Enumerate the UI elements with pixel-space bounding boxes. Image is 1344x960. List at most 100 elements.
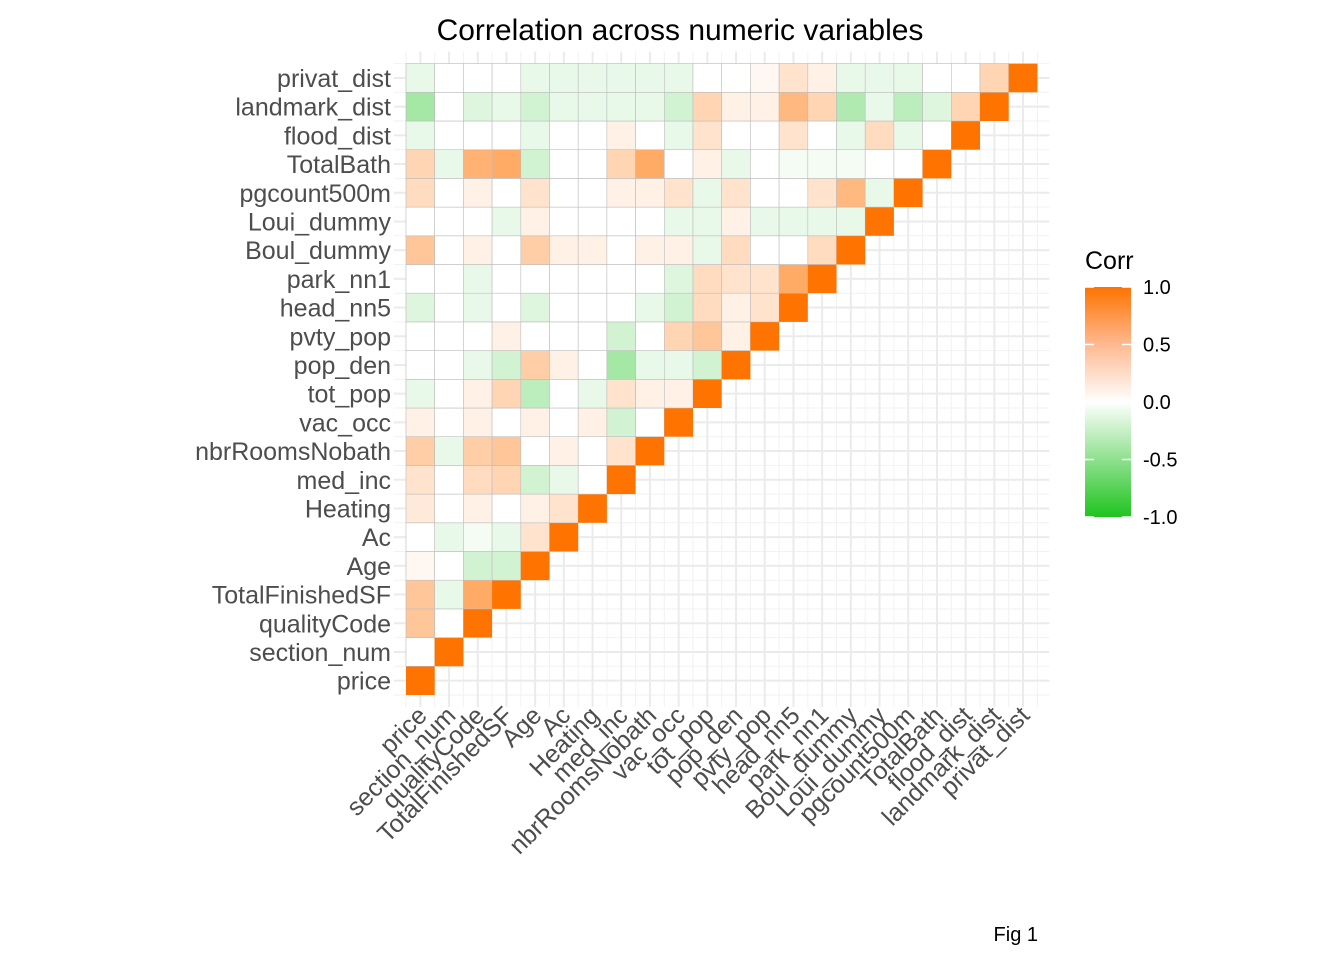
heatmap-tile xyxy=(577,321,608,351)
heatmap-tile xyxy=(721,264,751,294)
heatmap-tile xyxy=(463,63,493,93)
heatmap-tile xyxy=(692,120,723,151)
heatmap-tile xyxy=(577,120,608,151)
y-tick-label: med_inc xyxy=(297,467,392,495)
heatmap-tile xyxy=(434,292,464,323)
heatmap-tile xyxy=(405,120,436,151)
legend-tick-label: 1.0 xyxy=(1143,277,1171,299)
heatmap-tile xyxy=(807,149,837,179)
heatmap-tile xyxy=(635,178,665,208)
heatmap-tile xyxy=(463,292,493,323)
heatmap-tile xyxy=(577,178,608,208)
heatmap-tile xyxy=(664,408,693,437)
legend-tick-label: 0.0 xyxy=(1143,392,1171,414)
heatmap-tile xyxy=(606,92,636,122)
heatmap-tile xyxy=(520,350,550,380)
heatmap-tile xyxy=(549,321,579,351)
heatmap-tile xyxy=(950,63,981,93)
heatmap-tile xyxy=(492,580,521,609)
heatmap-tile xyxy=(463,551,493,581)
heatmap-tile xyxy=(549,522,579,552)
heatmap-tile xyxy=(463,321,493,351)
heatmap-tile xyxy=(520,92,550,122)
heatmap-tile xyxy=(663,206,694,237)
heatmap-tile xyxy=(951,121,980,150)
heatmap-tile xyxy=(491,465,522,495)
heatmap-tile xyxy=(778,120,809,151)
heatmap-tile xyxy=(836,63,866,93)
heatmap-tile xyxy=(520,551,550,581)
heatmap-tile xyxy=(807,120,837,151)
y-tick-label: vac_occ xyxy=(299,409,391,437)
heatmap-tile xyxy=(750,92,780,122)
heatmap-tile xyxy=(606,407,636,438)
y-tick-label: park_nn1 xyxy=(287,266,391,294)
heatmap-tile xyxy=(778,92,809,122)
heatmap-tile xyxy=(721,63,751,93)
heatmap-tile xyxy=(836,235,866,265)
heatmap-tile xyxy=(635,206,665,237)
heatmap-tile xyxy=(807,235,837,265)
heatmap-tile xyxy=(606,465,636,495)
heatmap-tile xyxy=(663,92,694,122)
heatmap-tile xyxy=(577,63,608,93)
y-tick-label: pop_den xyxy=(294,352,391,380)
heatmap-tile xyxy=(635,350,665,380)
heatmap-tile xyxy=(721,321,751,351)
heatmap-tile xyxy=(463,436,493,466)
heatmap-tile xyxy=(778,235,809,265)
heatmap-tile xyxy=(922,92,952,122)
heatmap-tile xyxy=(864,178,895,208)
heatmap-tile xyxy=(520,235,550,265)
heatmap-tile xyxy=(778,178,809,208)
heatmap-tile xyxy=(778,264,809,294)
heatmap-tile xyxy=(577,264,608,294)
heatmap-tile xyxy=(463,465,493,495)
heatmap-tile xyxy=(778,63,809,93)
chart-title: Correlation across numeric variables xyxy=(437,14,924,47)
y-tick-label: pvty_pop xyxy=(290,323,391,351)
heatmap-tile xyxy=(606,350,636,380)
heatmap-tiles xyxy=(405,63,1038,695)
heatmap-tile xyxy=(491,551,522,581)
heatmap-tile xyxy=(893,120,923,151)
heatmap-tile xyxy=(463,407,493,438)
heatmap-tile xyxy=(663,378,694,409)
heatmap-tile xyxy=(721,92,751,122)
heatmap-tile xyxy=(491,436,522,466)
y-tick-label: Ac xyxy=(362,524,391,552)
heatmap-tile xyxy=(434,321,464,351)
heatmap-tile xyxy=(549,350,579,380)
heatmap-tile xyxy=(463,92,493,122)
heatmap-tile xyxy=(491,120,522,151)
heatmap-tile xyxy=(663,149,694,179)
heatmap-tile xyxy=(520,493,550,524)
heatmap-tile xyxy=(549,407,579,438)
heatmap-tile xyxy=(434,92,464,122)
y-tick-label: Heating xyxy=(305,496,391,524)
heatmap-tile xyxy=(549,149,579,179)
heatmap-tile xyxy=(663,264,694,294)
y-tick-label: Age xyxy=(347,553,391,581)
heatmap-tile xyxy=(577,436,608,466)
heatmap-tile xyxy=(606,63,636,93)
heatmap-tile xyxy=(549,292,579,323)
heatmap-tile xyxy=(520,407,550,438)
heatmap-tile xyxy=(491,92,522,122)
heatmap-tile xyxy=(807,92,837,122)
heatmap-tile xyxy=(520,120,550,151)
heatmap-tile xyxy=(577,149,608,179)
heatmap-tile xyxy=(750,292,780,323)
heatmap-tile xyxy=(692,350,723,380)
heatmap-tile xyxy=(836,178,866,208)
y-tick-label: section_num xyxy=(249,639,391,667)
heatmap-tile xyxy=(520,206,550,237)
heatmap-tile xyxy=(405,407,436,438)
heatmap-tile xyxy=(520,178,550,208)
heatmap-tile xyxy=(692,149,723,179)
heatmap-tile xyxy=(405,637,436,667)
heatmap-tile xyxy=(577,235,608,265)
heatmap-tile xyxy=(807,264,837,294)
heatmap-tile xyxy=(663,178,694,208)
